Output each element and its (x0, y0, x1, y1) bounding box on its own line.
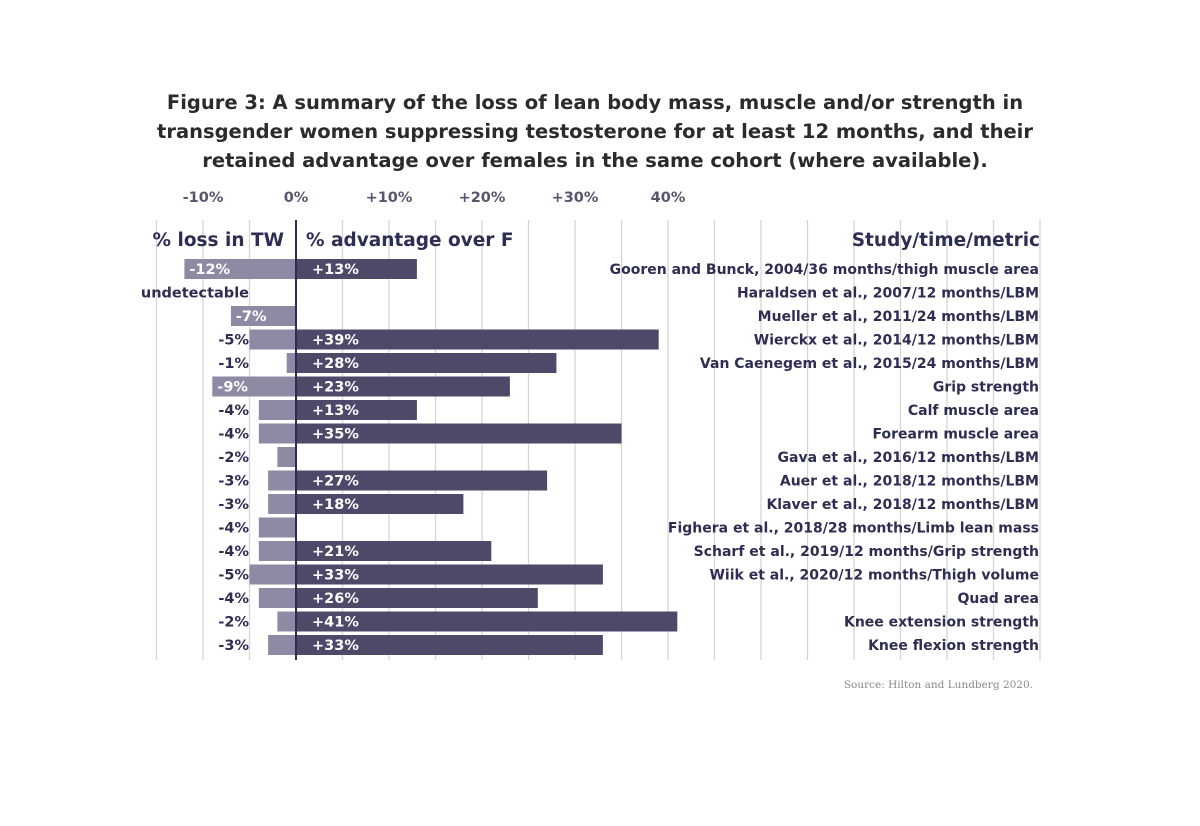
advantage-bar (296, 588, 538, 608)
study-label: Forearm muscle area (873, 427, 1039, 443)
study-label: Wierckx et al., 2014/12 months/LBM (754, 333, 1039, 349)
title-line: Figure 3: A summary of the loss of lean … (166, 91, 1024, 114)
loss-data-label: -9% (217, 380, 248, 396)
axis-tick-label: 0% (284, 190, 309, 206)
study-label: Klaver et al., 2018/12 months/LBM (766, 497, 1039, 513)
study-column-header: Study/time/metric (852, 230, 1040, 251)
advantage-bar (296, 470, 548, 491)
study-label: Mueller et al., 2011/24 months/LBM (758, 309, 1039, 325)
loss-column-header: % loss in TW (153, 230, 284, 251)
advantage-bar (296, 329, 659, 350)
advantage-bar (296, 400, 417, 420)
loss-data-label: -4% (218, 544, 249, 560)
loss-bar (230, 306, 296, 326)
advantage-data-label: +41% (312, 615, 359, 631)
loss-bar (258, 541, 296, 561)
loss-data-label: -4% (218, 427, 249, 443)
study-label: Grip strength (933, 380, 1039, 396)
advantage-data-label: +23% (312, 380, 359, 396)
study-label: Gooren and Bunck, 2004/36 months/thigh m… (610, 262, 1039, 278)
loss-bar (268, 494, 296, 514)
loss-data-label: -3% (218, 638, 249, 654)
loss-bar (268, 635, 296, 655)
source-note: Source: Hilton and Lundberg 2020. (843, 679, 1033, 691)
study-label: Gava et al., 2016/12 months/LBM (778, 450, 1039, 466)
loss-bar (277, 447, 296, 467)
advantage-bar (296, 423, 622, 444)
loss-bar (184, 259, 296, 279)
advantage-data-label: +27% (312, 474, 359, 490)
title-line: transgender women suppressing testostero… (157, 120, 1033, 143)
loss-bar (258, 423, 296, 444)
study-label: Wiik et al., 2020/12 months/Thigh volume (709, 568, 1039, 584)
loss-data-label: -1% (218, 356, 249, 372)
advantage-data-label: +21% (312, 544, 359, 560)
advantage-bar (296, 353, 557, 373)
advantage-data-label: +39% (312, 333, 359, 349)
advantage-data-label: +33% (312, 638, 359, 654)
loss-bar (258, 400, 296, 420)
loss-data-label: -4% (218, 521, 249, 537)
advantage-data-label: +35% (312, 427, 359, 443)
advantage-data-label: +33% (312, 568, 359, 584)
loss-bar (258, 588, 296, 608)
loss-data-label: undetectable (141, 286, 249, 302)
loss-data-label: -12% (189, 262, 230, 278)
study-label: Scharf et al., 2019/12 months/Grip stren… (694, 544, 1039, 560)
loss-data-label: -5% (218, 568, 249, 584)
advantage-bar (296, 635, 603, 655)
loss-data-label: -3% (218, 497, 249, 513)
loss-data-label: -2% (218, 450, 249, 466)
study-label: Fighera et al., 2018/28 months/Limb lean… (668, 521, 1039, 537)
loss-bar (249, 564, 296, 585)
advantage-bar (296, 376, 510, 397)
loss-data-label: -5% (218, 333, 249, 349)
loss-bar (212, 376, 296, 397)
study-label: Calf muscle area (908, 403, 1039, 419)
loss-data-label: -4% (218, 403, 249, 419)
study-label: Haraldsen et al., 2007/12 months/LBM (737, 286, 1039, 302)
study-label: Quad area (957, 591, 1039, 607)
advantage-bar (296, 494, 464, 514)
advantage-column-header: % advantage over F (306, 230, 514, 251)
advantage-data-label: +13% (312, 403, 359, 419)
axis-tick-label: -10% (183, 190, 224, 206)
loss-bar (268, 470, 296, 491)
study-label: Knee flexion strength (868, 638, 1039, 654)
loss-bar (286, 353, 296, 373)
loss-bar (277, 611, 296, 632)
study-label: Knee extension strength (844, 615, 1039, 631)
loss-bar (258, 517, 296, 538)
title-line: retained advantage over females in the s… (202, 149, 988, 172)
axis-tick-label: +10% (366, 190, 413, 206)
advantage-bar (296, 541, 492, 561)
advantage-bar (296, 259, 417, 279)
advantage-data-label: +18% (312, 497, 359, 513)
loss-data-label: -2% (218, 615, 249, 631)
study-label: Auer et al., 2018/12 months/LBM (780, 474, 1039, 490)
loss-data-label: -4% (218, 591, 249, 607)
loss-data-label: -7% (236, 309, 267, 325)
advantage-bar (296, 564, 603, 585)
loss-data-label: -3% (218, 474, 249, 490)
advantage-data-label: +13% (312, 262, 359, 278)
loss-bar (249, 329, 296, 350)
advantage-data-label: +28% (312, 356, 359, 372)
axis-tick-label: +20% (459, 190, 506, 206)
study-label: Van Caenegem et al., 2015/24 months/LBM (700, 356, 1039, 372)
axis-tick-label: +30% (552, 190, 599, 206)
figure-title: Figure 3: A summary of the loss of lean … (100, 88, 1090, 175)
advantage-bar (296, 611, 678, 632)
axis-tick-label: 40% (651, 190, 686, 206)
advantage-data-label: +26% (312, 591, 359, 607)
